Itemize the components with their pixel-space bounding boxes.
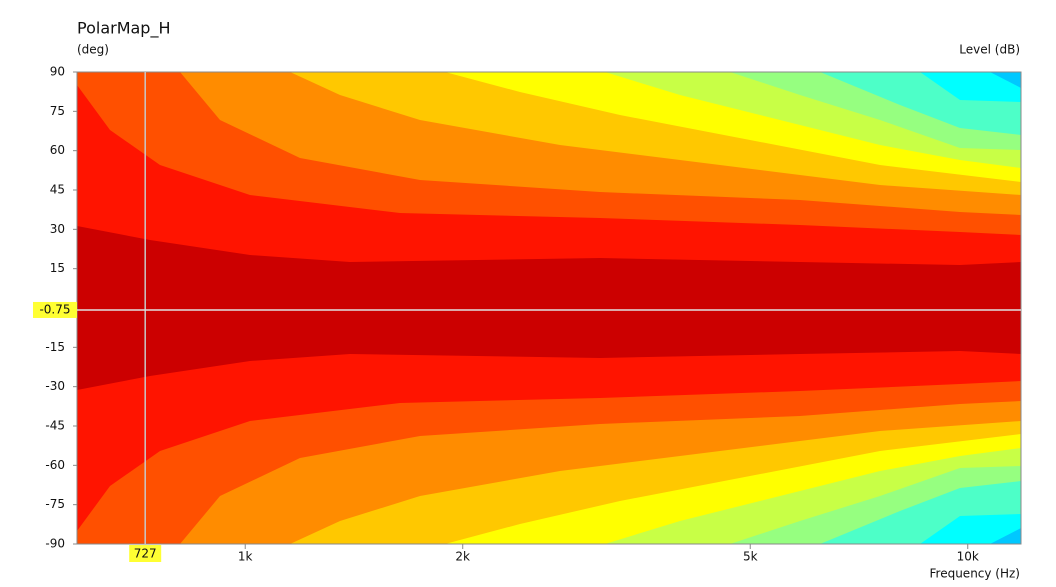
level-label: Level (dB) [959,43,1020,57]
y-tick-label: -75 [45,497,65,511]
x-tick-label: 1k [238,550,253,564]
y-tick-label: -30 [45,379,65,393]
y-tick-label: -60 [45,458,65,472]
contour-bands [77,72,1021,544]
cursor-y-label: -0.75 [39,302,70,316]
cursor-x-box [129,545,162,562]
y-tick-label: 60 [50,143,65,157]
x-tick-label: 10k [957,550,979,564]
y-tick-label: 45 [50,183,65,197]
y-tick-label: -45 [45,419,65,433]
chart-title: PolarMap_H [77,19,171,39]
y-tick-label: -90 [45,537,65,551]
y-tick-label: -15 [45,340,65,354]
cursor-y-box [33,301,77,318]
x-tick-label: 5k [743,550,758,564]
x-tick-label: 2k [455,550,470,564]
y-axis-label: (deg) [77,43,109,57]
y-tick-label: 15 [50,261,65,275]
contour-band [77,226,1021,390]
y-tick-label: 75 [50,104,65,118]
y-tick-label: 30 [50,222,65,236]
y-tick-label: 90 [50,65,65,79]
cursor-x-label: 727 [134,547,157,561]
x-axis-label: Frequency (Hz) [930,567,1021,581]
